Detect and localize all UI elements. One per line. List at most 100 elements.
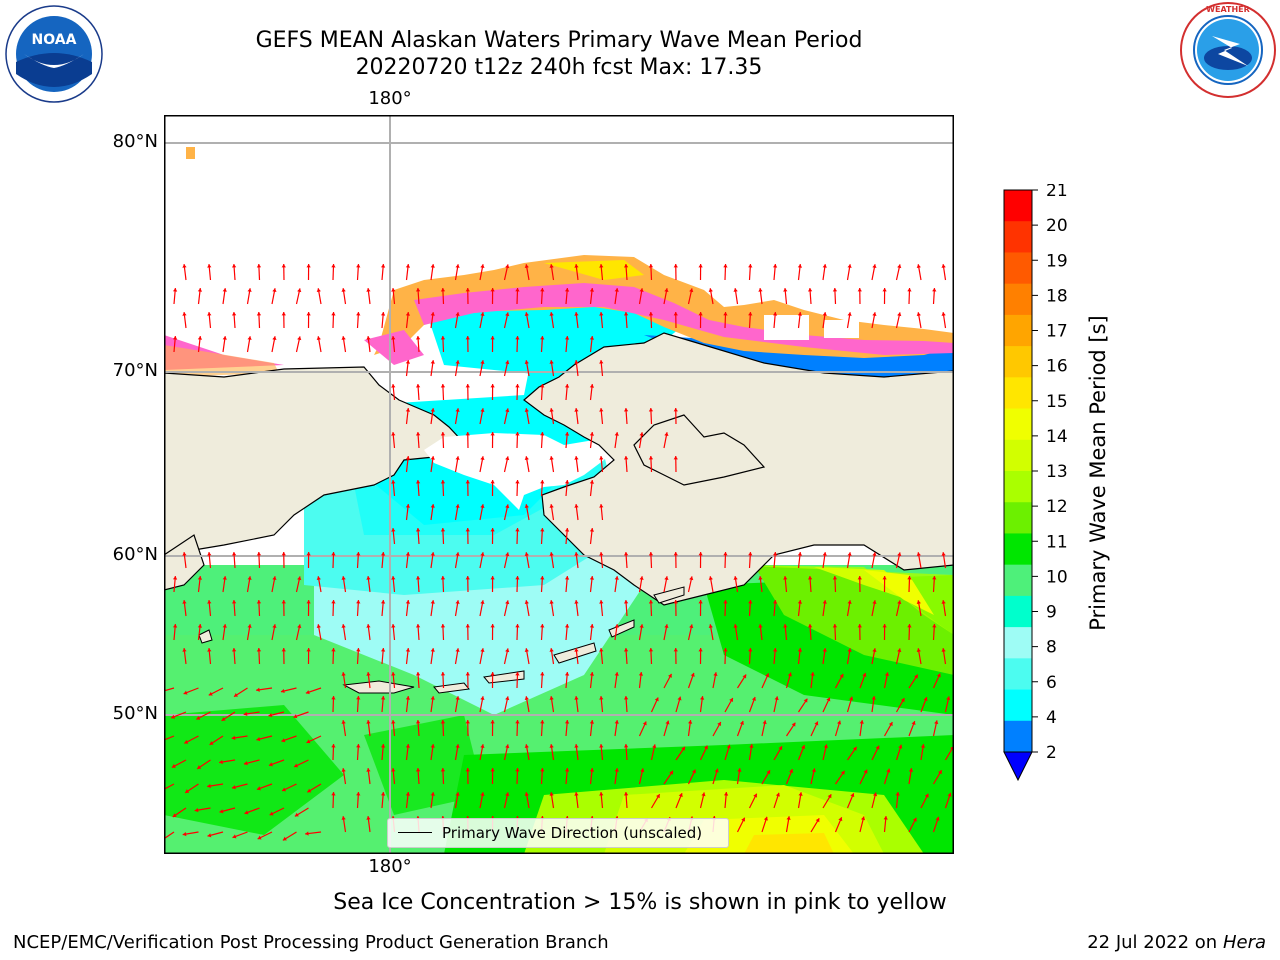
wave-arrow-head <box>884 672 890 677</box>
colorbar-cell <box>1004 689 1032 722</box>
wave-arrow-head <box>564 672 570 676</box>
colorbar-cell <box>1004 658 1032 691</box>
svg-text:WEATHER: WEATHER <box>1206 5 1250 14</box>
wave-arrow-head <box>847 264 852 268</box>
wave-arrow-head <box>197 288 203 292</box>
wave-arrow-head <box>256 786 261 791</box>
wave-arrow-head <box>231 600 237 604</box>
map-svg <box>164 115 954 854</box>
wave-arrow-head <box>222 288 227 292</box>
wave-arrow-head <box>751 697 756 701</box>
wave-arrow-head <box>916 264 921 268</box>
wave-arrow-head <box>524 360 529 364</box>
wave-arrow-head <box>440 432 446 436</box>
wave-arrow-head <box>714 768 719 773</box>
wave-arrow-head <box>185 789 190 793</box>
lat-label-60n: 60°N <box>112 544 158 565</box>
wave-arrow-head <box>623 312 629 316</box>
wave-arrow-head <box>654 697 659 702</box>
wave-arrow-head <box>232 785 236 790</box>
colorbar-tick-label: 11 <box>1046 532 1068 552</box>
wave-arrow-head <box>668 673 672 678</box>
wave-arrow-head <box>810 672 815 676</box>
wave-arrow-head <box>941 600 946 604</box>
wave-arrow-head <box>183 690 188 695</box>
wave-arrow-head <box>872 312 877 317</box>
wave-arrow-head <box>807 288 813 292</box>
wave-arrow-head <box>455 360 460 364</box>
map-border <box>164 115 954 854</box>
wave-arrow-head <box>857 576 862 580</box>
wave-arrow-head <box>549 312 554 316</box>
wave-arrow-head <box>589 384 595 388</box>
wave-arrow-head <box>366 624 371 628</box>
wave-arrow-head <box>574 696 579 700</box>
wave-arrow-head <box>182 831 187 837</box>
wave-arrow-head <box>748 648 753 652</box>
wave-arrow-head <box>405 696 411 700</box>
wave-arrow-head <box>280 688 285 694</box>
wave-arrow-head <box>391 288 396 292</box>
wave-arrow-head <box>664 576 669 581</box>
wave-arrow-head <box>415 576 421 580</box>
wave-arrow-head <box>281 264 286 268</box>
wave-arrow-head <box>391 624 396 628</box>
wave-arrow-head <box>222 624 227 628</box>
wave-arrow-head <box>723 312 728 316</box>
wave-arrow-head <box>814 721 819 726</box>
wave-arrow-head <box>783 288 788 292</box>
colorbar-cell <box>1004 502 1032 534</box>
wave-arrow-head <box>703 745 708 750</box>
wave-arrow-head <box>231 552 237 556</box>
wave-arrow-head <box>723 600 728 604</box>
wave-arrow-head <box>341 768 346 772</box>
wave-arrow-head <box>758 576 763 580</box>
wave-arrow-head <box>932 624 937 628</box>
wave-arrow-head <box>490 288 495 292</box>
wave-arrow-head <box>307 788 312 793</box>
wave-arrow-head <box>505 360 510 365</box>
wave-arrow-head <box>916 312 921 316</box>
wave-arrow-head <box>257 835 262 840</box>
wave-arrow-head <box>465 336 470 340</box>
colorbar-tick-label: 10 <box>1046 567 1068 587</box>
wave-arrow-head <box>455 456 460 460</box>
wave-arrow-head <box>356 648 361 652</box>
wave-arrow-head <box>515 720 520 724</box>
wave-arrow-head <box>822 264 827 268</box>
wave-arrow-head <box>589 480 595 484</box>
wave-arrow-head <box>549 600 554 604</box>
wave-arrow-head <box>648 264 654 268</box>
wave-arrow-head <box>524 600 529 604</box>
wave-arrow-head <box>316 624 321 628</box>
wave-arrow-head <box>172 576 178 580</box>
wave-arrow-head <box>673 456 678 460</box>
wave-arrow-head <box>171 714 176 719</box>
wave-arrow-head <box>480 408 485 413</box>
colorbar-tick-label: 4 <box>1046 708 1057 728</box>
wave-arrow-head <box>505 264 510 269</box>
wave-arrow-head <box>857 624 862 628</box>
wave-arrow-head <box>430 648 435 652</box>
wave-arrow-head <box>639 576 644 580</box>
wave-arrow-head <box>405 360 411 364</box>
wave-arrow-head <box>281 552 286 556</box>
wave-arrow-head <box>256 312 262 316</box>
wave-arrow-head <box>564 624 570 628</box>
wave-arrow-head <box>515 576 520 580</box>
wave-arrow-head <box>614 432 619 436</box>
wave-arrow-head <box>648 312 654 316</box>
wave-arrow-head <box>440 672 446 676</box>
wave-arrow-head <box>515 384 520 388</box>
wave-arrow-head <box>490 384 495 388</box>
wave-arrow-head <box>415 768 421 772</box>
wave-arrow-head <box>739 721 744 725</box>
wave-arrow-head <box>540 720 545 724</box>
wave-arrow-head <box>356 552 361 556</box>
wave-arrow-head <box>505 312 510 317</box>
wave-arrow-head <box>331 792 336 796</box>
wave-arrow-head <box>356 744 361 748</box>
wave-arrow-head <box>256 600 262 604</box>
wave-arrow-head <box>847 648 852 652</box>
wave-arrow-head <box>540 528 545 532</box>
